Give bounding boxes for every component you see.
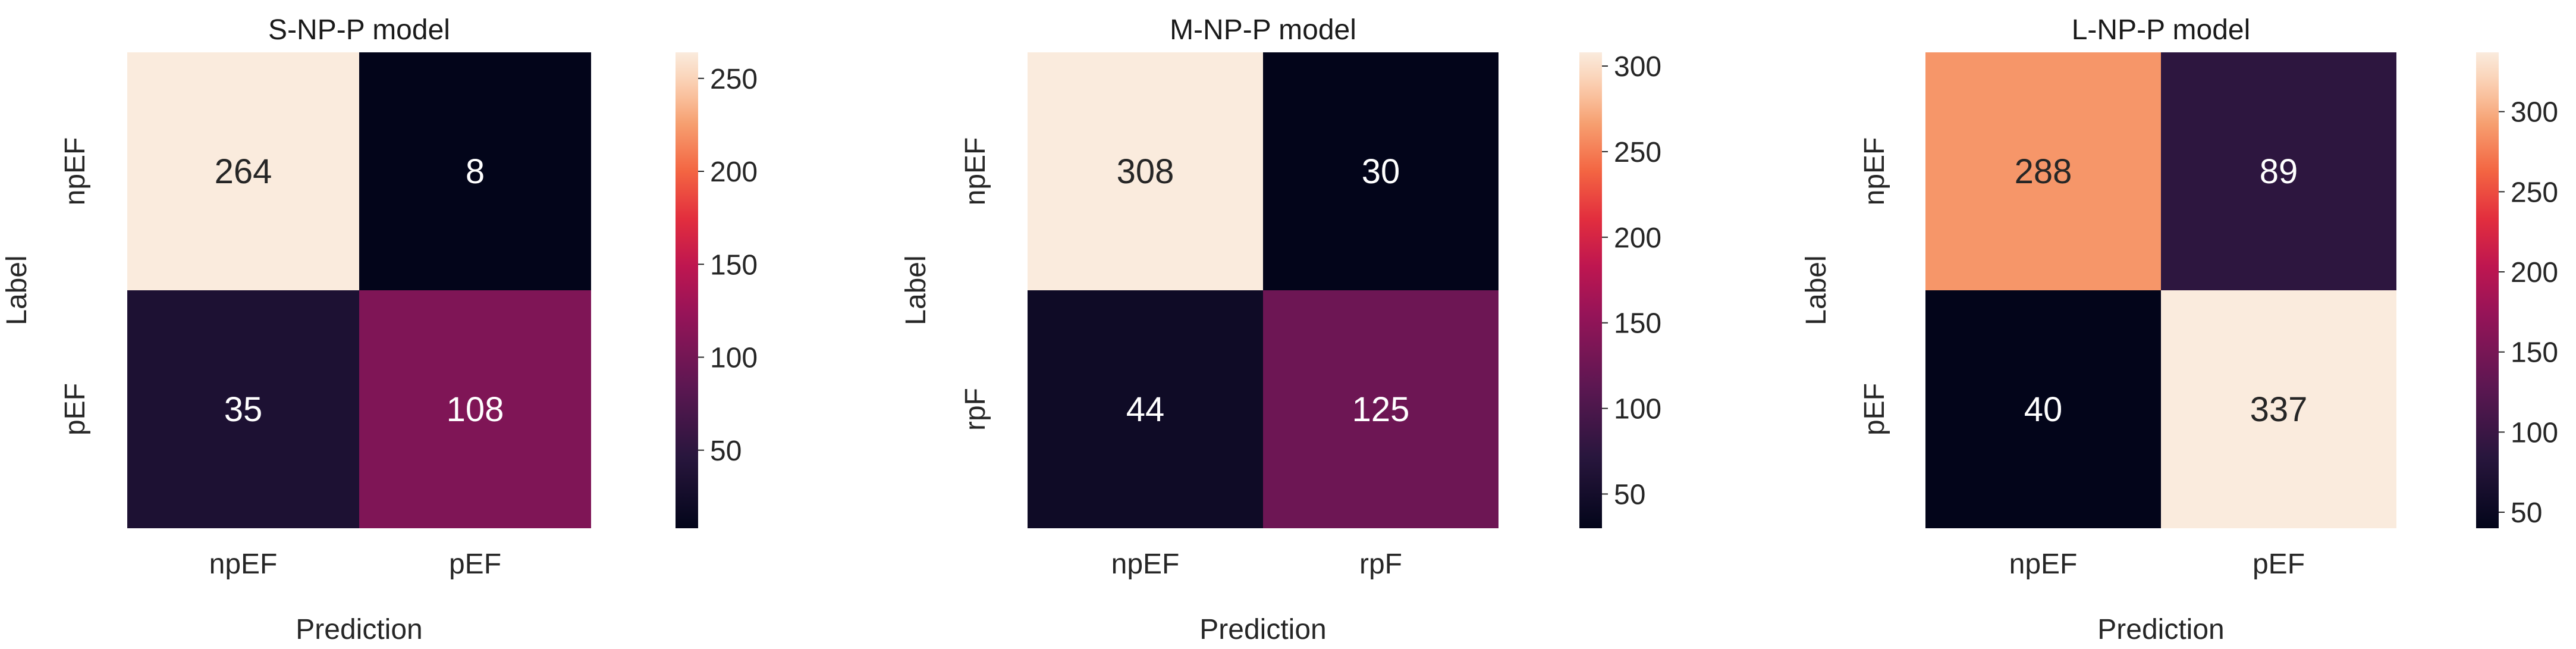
middle-cell-value: 125 (1352, 390, 1410, 429)
left-x-axis-label: Prediction (296, 614, 422, 645)
left-chart-title: S-NP-P model (268, 14, 450, 46)
right-cell-value: 89 (2260, 152, 2298, 191)
left-y-axis-label: Label (1, 255, 33, 325)
left-y-tick-label: pEF (59, 383, 91, 435)
left-heatmap-cell (127, 52, 359, 290)
middle-colorbar-tick-label: 250 (1614, 137, 1661, 168)
right-x-tick-label: pEF (2253, 548, 2305, 580)
middle-x-tick-label: rpF (1359, 548, 1402, 580)
left-x-tick-label: pEF (449, 548, 501, 580)
right-heatmap-cell (1925, 290, 2161, 528)
middle-heatmap-cell (1263, 52, 1499, 290)
right-colorbar-tick-label: 150 (2511, 337, 2558, 369)
middle-y-tick-label: npEF (960, 137, 991, 206)
middle-y-axis-label: Label (900, 255, 932, 325)
right-colorbar-tick-label: 100 (2511, 417, 2558, 449)
right-chart-title: L-NP-P model (2072, 14, 2251, 46)
left-cell-value: 35 (224, 390, 263, 429)
middle-x-axis-label: Prediction (1199, 614, 1326, 645)
right-cell-value: 40 (2024, 390, 2063, 429)
left-heatmap-cell (359, 290, 591, 528)
middle-colorbar-tick-label: 150 (1614, 308, 1661, 340)
middle-cell-value: 30 (1362, 152, 1400, 191)
left-x-tick-label: npEF (209, 548, 278, 580)
right-cell-value: 337 (2250, 390, 2308, 429)
middle-chart-title: M-NP-P model (1170, 14, 1356, 46)
left-cell-value: 8 (466, 152, 485, 191)
middle-colorbar-tick-label: 100 (1614, 394, 1661, 425)
left-colorbar-tick-label: 200 (710, 156, 758, 188)
right-heatmap-cell (1925, 52, 2161, 290)
right-heatmap-cell (2161, 290, 2396, 528)
middle-heatmap-cell (1263, 290, 1499, 528)
left-colorbar-tick-label: 250 (710, 64, 758, 95)
left-heatmap-cell (359, 52, 591, 290)
left-heatmap-cell (127, 290, 359, 528)
right-colorbar-tick-label: 300 (2511, 97, 2558, 128)
right-colorbar (2476, 52, 2499, 528)
right-colorbar-tick-label: 200 (2511, 257, 2558, 289)
right-colorbar-tick-label: 50 (2511, 497, 2542, 529)
left-colorbar-tick-label: 100 (710, 343, 758, 374)
middle-colorbar-tick-label: 300 (1614, 51, 1661, 83)
right-colorbar-tick-label: 250 (2511, 177, 2558, 208)
left-colorbar-tick-label: 50 (710, 435, 742, 467)
middle-y-tick-label: rpF (960, 388, 991, 431)
middle-cell-value: 308 (1117, 152, 1174, 191)
middle-heatmap-panel: M-NP-P model 308 30 44 125 npEF rpF npEF rpF Pred… (900, 14, 1661, 645)
middle-x-tick-label: npEF (1111, 548, 1180, 580)
left-colorbar (676, 52, 698, 528)
left-y-tick-label: npEF (59, 137, 91, 206)
left-colorbar-tick-label: 150 (710, 249, 758, 281)
middle-cell-value: 44 (1126, 390, 1165, 429)
right-heatmap-panel: L-NP-P model 288 89 40 337 npEF pEF npEF pEF Pred… (1801, 14, 2558, 645)
right-heatmap-cell (2161, 52, 2396, 290)
right-y-axis-label: Label (1801, 255, 1832, 325)
left-heatmap-panel: S-NP-P model 264 8 35 108 npEF pEF npEF pEF Predi… (1, 14, 758, 645)
left-cell-value: 264 (215, 152, 272, 191)
right-cell-value: 288 (2015, 152, 2072, 191)
middle-colorbar (1579, 52, 1602, 528)
middle-heatmap-cell (1028, 290, 1263, 528)
middle-colorbar-tick-label: 200 (1614, 222, 1661, 254)
right-y-tick-label: npEF (1859, 137, 1890, 206)
middle-heatmap-cell (1028, 52, 1263, 290)
right-x-tick-label: npEF (2009, 548, 2078, 580)
left-cell-value: 108 (447, 390, 504, 429)
middle-colorbar-tick-label: 50 (1614, 479, 1645, 510)
right-x-axis-label: Prediction (2097, 614, 2224, 645)
right-y-tick-label: pEF (1859, 383, 1890, 435)
